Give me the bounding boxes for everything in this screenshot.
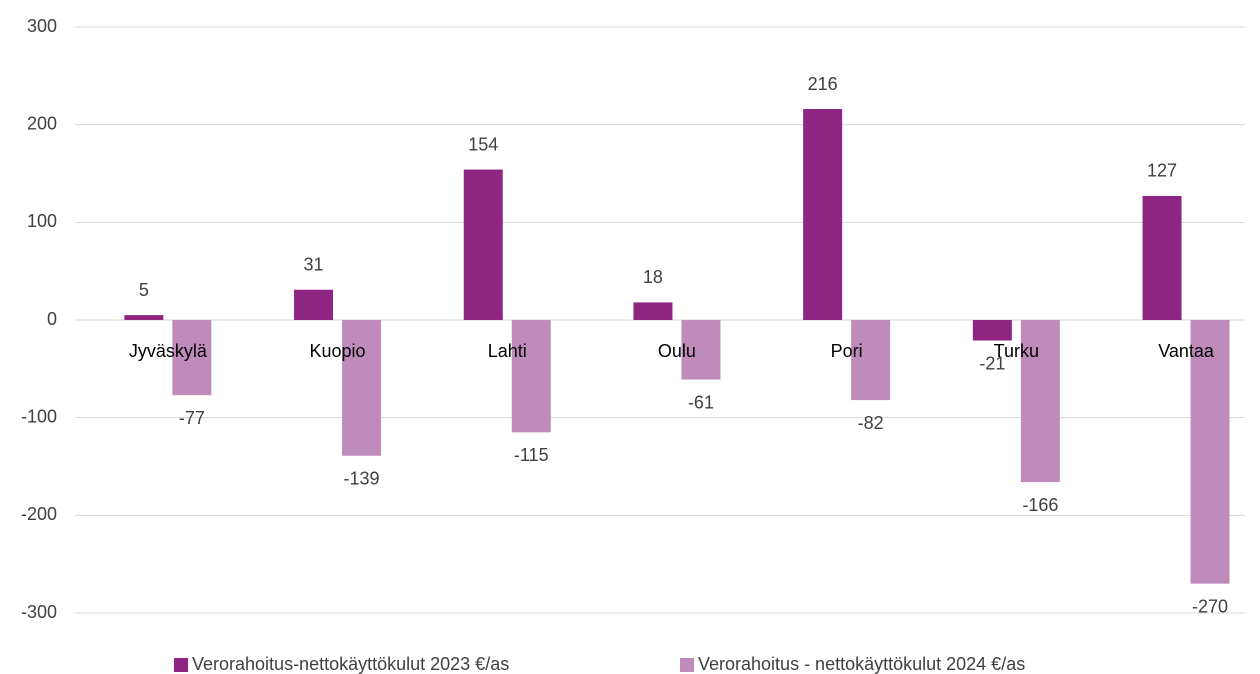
y-tick-label: 200 [27,113,57,133]
y-tick-label: -300 [21,602,57,622]
bar [172,320,212,396]
bar [972,320,1012,341]
data-label: 5 [139,280,149,300]
bar [681,320,721,380]
bar [803,109,843,320]
data-label: -61 [688,392,714,412]
data-label: -115 [514,445,549,465]
legend-label: Verorahoitus-nettokäyttökulut 2023 €/as [192,654,509,674]
data-label: -166 [1022,495,1058,515]
data-label: 216 [808,74,838,94]
bar [342,320,382,456]
data-label: 18 [643,267,663,287]
data-label: 127 [1147,161,1177,181]
data-label: -77 [179,408,205,428]
y-tick-label: -100 [21,406,57,426]
bar [294,289,334,320]
bar [633,302,673,320]
x-tick-label: Pori [831,341,863,361]
x-tick-label: Lahti [488,341,527,361]
data-label: -139 [344,469,380,489]
bar [1142,195,1182,320]
y-tick-label: -200 [21,504,57,524]
bar [511,320,551,433]
bar [1020,320,1060,483]
x-tick-label: Turku [994,341,1039,361]
x-tick-label: Vantaa [1158,341,1215,361]
x-tick-label: Jyväskylä [129,341,208,361]
x-tick-label: Kuopio [310,341,366,361]
legend-swatch [680,658,694,672]
legend-swatch [174,658,188,672]
bar [851,320,891,401]
bar [1190,320,1230,584]
y-tick-label: 300 [27,16,57,36]
data-label: -82 [858,413,884,433]
data-label: 31 [304,254,324,274]
x-tick-label: Oulu [658,341,696,361]
bar [463,169,503,320]
y-tick-label: 0 [47,309,57,329]
y-tick-label: 100 [27,211,57,231]
legend-label: Verorahoitus - nettokäyttökulut 2024 €/a… [698,654,1025,674]
bar [124,315,164,320]
data-label: 154 [468,134,498,154]
data-label: -21 [979,353,1005,373]
data-label: -270 [1192,596,1228,616]
